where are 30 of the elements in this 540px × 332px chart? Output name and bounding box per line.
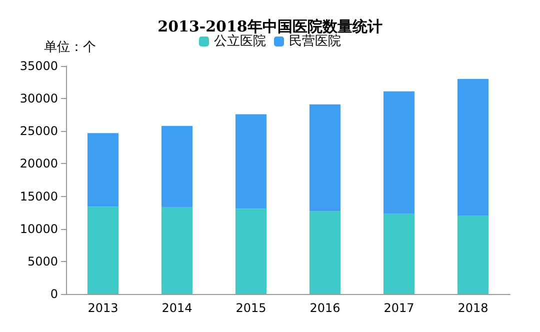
- bar: [383, 91, 415, 214]
- x-tick-label: 2013: [88, 301, 118, 315]
- y-tick-label: 35000: [20, 59, 58, 73]
- chart-title: 2013-2018年中国医院数量统计: [158, 18, 382, 36]
- bar: [161, 126, 193, 208]
- x-tick-label: 2014: [162, 301, 192, 315]
- y-tick-label: 5000: [27, 254, 58, 268]
- x-tick-label: 2016: [310, 301, 340, 315]
- y-tick-label: 0: [50, 287, 58, 301]
- y-axis-title: 单位：个: [44, 40, 96, 55]
- bar: [87, 206, 119, 294]
- x-tick-label: 2017: [384, 301, 414, 315]
- bar: [161, 207, 193, 294]
- x-tick-label: 2018: [458, 301, 488, 315]
- y-tick-label: 10000: [20, 222, 58, 236]
- bar: [383, 214, 415, 294]
- y-tick-label: 25000: [20, 124, 58, 138]
- bar: [235, 114, 267, 209]
- y-tick-label: 15000: [20, 189, 58, 204]
- y-tick-label: 20000: [20, 156, 58, 171]
- bar: [309, 104, 341, 212]
- bar: [87, 133, 119, 207]
- bar: [309, 211, 341, 294]
- y-tick-label: 30000: [20, 92, 58, 106]
- legend-label: 公立医院: [214, 33, 266, 49]
- legend-label: 民营医院: [289, 34, 341, 49]
- bar: [457, 79, 489, 216]
- x-tick-label: 2015: [236, 301, 266, 315]
- bar: [235, 208, 267, 294]
- bar: [457, 216, 489, 294]
